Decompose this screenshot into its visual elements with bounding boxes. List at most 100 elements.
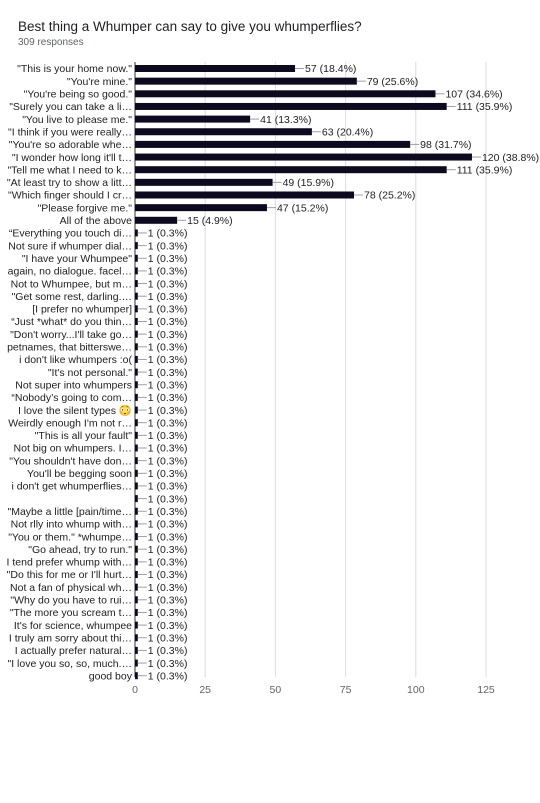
category-label: "This is your home now." [17, 63, 132, 75]
data-labels: 57 (18.4%)79 (25.6%)107 (34.6%)111 (35.9… [137, 63, 539, 682]
x-tick-label: 0 [132, 684, 138, 696]
category-label: "At least try to show a litt… [7, 177, 132, 189]
bar [135, 495, 138, 503]
bar [135, 166, 447, 174]
category-label: "This is all your fault" [35, 430, 133, 442]
data-label: 1 (0.3%) [148, 253, 188, 265]
bar [135, 368, 138, 376]
bar [135, 191, 355, 199]
category-label: "Do this for me or I'll hurt… [7, 569, 132, 581]
data-label: 47 (15.2%) [277, 202, 328, 214]
bar [135, 305, 138, 313]
data-label: 1 (0.3%) [148, 557, 188, 569]
data-label: 1 (0.3%) [148, 607, 188, 619]
category-label: "It's not personal." [48, 367, 132, 379]
bar [135, 330, 138, 338]
bar [135, 558, 138, 566]
data-label: 1 (0.3%) [148, 506, 188, 518]
bar [135, 444, 138, 452]
category-label: "Please forgive me." [38, 202, 133, 214]
category-label: "I wonder how long it'll t… [12, 152, 132, 164]
data-label: 1 (0.3%) [148, 569, 188, 581]
data-label: 1 (0.3%) [148, 455, 188, 467]
data-label: 1 (0.3%) [148, 531, 188, 543]
data-label: 1 (0.3%) [148, 240, 188, 252]
category-label: "The more you scream t… [10, 607, 132, 619]
category-label: Not big on whumpers. I… [14, 443, 132, 455]
bar [135, 381, 138, 389]
data-label: 1 (0.3%) [148, 304, 188, 316]
data-label: 1 (0.3%) [148, 278, 188, 290]
bar [135, 393, 138, 401]
x-tick-label: 25 [199, 684, 211, 696]
data-label: 1 (0.3%) [148, 354, 188, 366]
category-label: "Tell me what I need to k… [7, 164, 132, 176]
bar [135, 621, 138, 629]
bar [135, 355, 138, 363]
data-label: 78 (25.2%) [364, 190, 415, 202]
category-label: "You or them." *whumpe… [8, 531, 132, 543]
bar [135, 608, 138, 616]
category-label: "You're mine." [67, 76, 132, 88]
category-label: "I love you so, so, much.… [7, 658, 132, 670]
bar [135, 646, 138, 654]
category-label: Not a fan of physical wh… [10, 582, 132, 594]
category-label: "Get some rest, darling.… [12, 291, 132, 303]
category-label: Not to Whumpee, but m… [11, 278, 132, 290]
data-label: 79 (25.6%) [367, 76, 418, 88]
category-label: I actually prefer natural… [15, 645, 132, 657]
data-label: 1 (0.3%) [148, 632, 188, 644]
category-label: "You live to please me." [22, 114, 132, 126]
bar [135, 318, 138, 325]
bar [135, 204, 267, 212]
bar [135, 229, 138, 237]
bar [135, 469, 138, 477]
bar [135, 140, 411, 148]
data-label: 1 (0.3%) [148, 367, 188, 379]
data-label: 111 (35.9%) [457, 164, 513, 176]
data-label: 1 (0.3%) [148, 481, 188, 493]
data-label: 120 (38.8%) [482, 152, 539, 164]
bar [135, 457, 138, 465]
category-label: All of the above [60, 215, 133, 227]
x-tick-label: 125 [477, 684, 495, 696]
bar [135, 178, 273, 186]
category-label: i don't like whumpers :o( [19, 354, 132, 366]
category-label: "Go ahead, try to run." [28, 544, 132, 556]
data-label: 1 (0.3%) [148, 658, 188, 670]
bar [135, 115, 251, 123]
data-label: 1 (0.3%) [148, 430, 188, 442]
bar [135, 507, 138, 515]
category-label: "Don't worry...I'll take go… [10, 329, 132, 341]
x-axis-ticks: 0 25 50 75 100 125 [132, 684, 495, 696]
category-label: [I prefer no whumper] [32, 304, 132, 316]
data-label: 1 (0.3%) [148, 468, 188, 480]
category-label: "Which finger should I cr… [8, 190, 132, 202]
category-label: I love the silent types 😳 [18, 404, 132, 417]
bar [135, 596, 138, 604]
category-label: I truly am sorry about thi… [9, 632, 132, 644]
bar [135, 77, 357, 85]
data-label: 1 (0.3%) [148, 405, 188, 417]
category-label: Weirdly enough I'm not r… [8, 417, 132, 429]
data-label: 1 (0.3%) [148, 595, 188, 607]
bar [135, 153, 472, 161]
data-label: 15 (4.9%) [187, 215, 233, 227]
bar [135, 533, 138, 541]
bar [135, 571, 138, 578]
data-label: 1 (0.3%) [148, 620, 188, 632]
data-label: 1 (0.3%) [148, 392, 188, 404]
bar [135, 419, 138, 427]
data-label: 1 (0.3%) [148, 493, 188, 505]
bar [135, 292, 138, 300]
category-label: Not super into whumpers [15, 379, 132, 391]
category-label: It's for science, whumpee [14, 620, 132, 632]
category-label: "You're being so good." [24, 89, 133, 101]
category-label: “Everything you touch di… [9, 228, 132, 240]
data-label: 41 (13.3%) [260, 114, 311, 126]
category-label: Not sure if whumper dial… [8, 240, 132, 252]
data-label: 63 (20.4%) [322, 126, 373, 138]
bar [135, 343, 138, 351]
data-label: 98 (31.7%) [420, 139, 471, 151]
